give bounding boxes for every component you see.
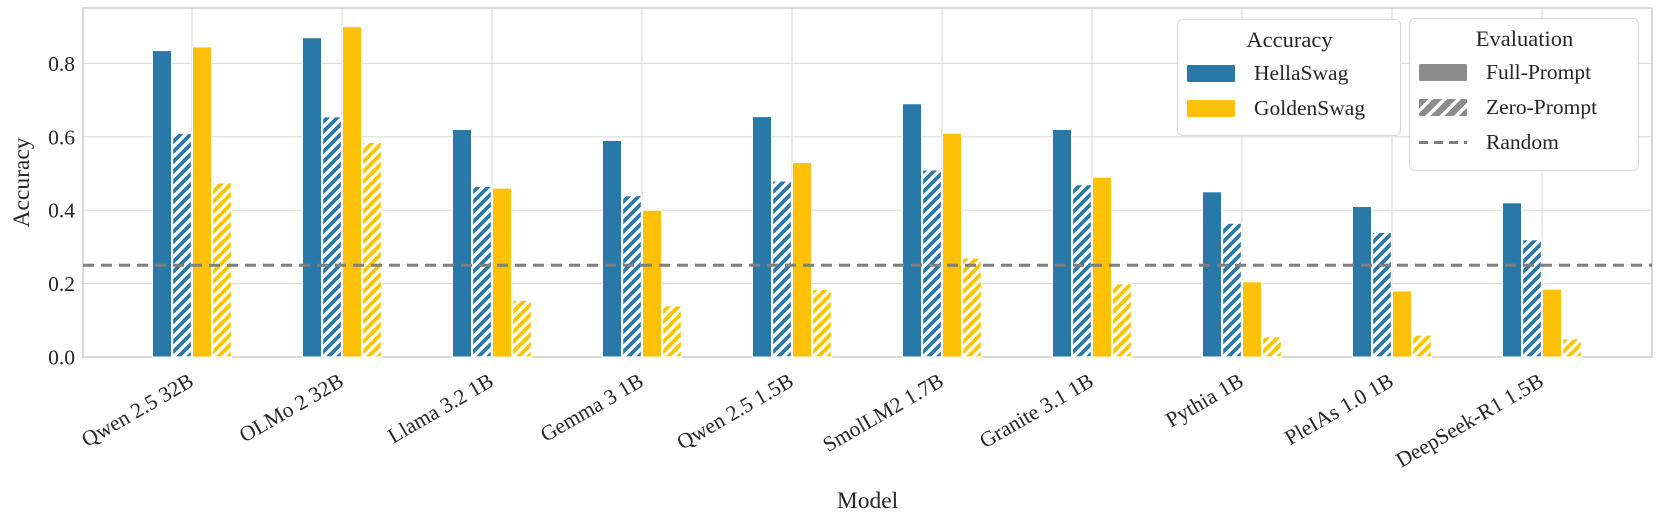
bar-hellaswag-full-prompt — [1352, 206, 1372, 358]
bar-hatch-overlay — [211, 181, 233, 358]
bar-goldenswag-full-prompt — [1392, 290, 1412, 358]
hellaswag-color-swatch — [1187, 65, 1235, 82]
bar-hellaswag-full-prompt — [1502, 202, 1522, 358]
legend-item-zero-prompt: Zero-Prompt — [1419, 90, 1630, 125]
zero-prompt-hatched-swatch — [1419, 99, 1467, 116]
bar-hellaswag-full-prompt — [452, 128, 472, 358]
legend-evaluation-title: Evaluation — [1475, 26, 1574, 51]
x-tick-label: SmolLM2 1.7B — [819, 369, 948, 457]
goldenswag-color-swatch — [1187, 100, 1235, 117]
bar-hellaswag-full-prompt — [602, 139, 622, 358]
bar-goldenswag-full-prompt — [1242, 281, 1262, 358]
bar-hellaswag-full-prompt — [752, 116, 772, 358]
bar-hellaswag-full-prompt — [1052, 128, 1072, 358]
x-tick-label: Pythia 1B — [1162, 369, 1248, 432]
bar-hatch-overlay — [1221, 222, 1243, 358]
x-tick-label: Gemma 3 1B — [536, 369, 647, 447]
bar-goldenswag-full-prompt — [942, 132, 962, 358]
plot-border — [82, 7, 1653, 358]
x-tick-label: Granite 3.1 1B — [975, 369, 1097, 453]
x-tick-label: PleIAs 1.0 1B — [1280, 369, 1397, 450]
bar-goldenswag-full-prompt — [342, 26, 362, 358]
bar-hatch-overlay — [511, 299, 533, 358]
x-tick-label: DeepSeek-R1 1.5B — [1392, 369, 1548, 473]
legend-accuracy-title: Accuracy — [1246, 27, 1333, 52]
legend-item-label: HellaSwag — [1254, 61, 1349, 85]
bar-hellaswag-full-prompt — [902, 103, 922, 358]
bar-hatch-overlay — [811, 288, 833, 358]
bar-hellaswag-full-prompt — [152, 50, 172, 358]
legend-item-hellaswag: HellaSwag — [1187, 56, 1392, 91]
bar-hatch-overlay — [921, 169, 943, 358]
bar-hatch-overlay — [961, 257, 983, 358]
legend-item-random: Random — [1419, 125, 1630, 160]
bar-hatch-overlay — [321, 115, 343, 358]
bar-hatch-overlay — [661, 304, 683, 358]
legend-item-label: Zero-Prompt — [1486, 95, 1598, 119]
legend-item-goldenswag: GoldenSwag — [1187, 91, 1392, 126]
legend-item-label: Full-Prompt — [1486, 60, 1592, 84]
random-dashed-line-swatch — [1419, 140, 1467, 145]
bar-goldenswag-full-prompt — [642, 209, 662, 358]
y-tick-label: 0.6 — [48, 125, 75, 149]
legend-item-label: Random — [1486, 130, 1559, 154]
bar-hatch-overlay — [471, 185, 493, 358]
bar-hatch-overlay — [1371, 231, 1393, 358]
legend-accuracy: Accuracy HellaSwag GoldenSwag — [1177, 19, 1401, 136]
x-tick-label: OLMo 2 32B — [235, 369, 347, 448]
full-prompt-swatch — [1419, 64, 1467, 81]
bar-goldenswag-full-prompt — [492, 187, 512, 358]
y-tick-label: 0.0 — [48, 346, 75, 370]
y-tick-label: 0.4 — [48, 199, 75, 223]
y-tick-label: 0.2 — [48, 272, 75, 296]
bar-hatch-overlay — [1561, 337, 1583, 358]
bar-hatch-overlay — [1111, 282, 1133, 358]
bar-hatch-overlay — [771, 180, 793, 358]
bar-hatch-overlay — [1521, 238, 1543, 358]
bar-goldenswag-full-prompt — [1542, 288, 1562, 358]
x-axis-label: Model — [837, 488, 899, 514]
y-tick-label: 0.8 — [48, 52, 75, 76]
x-tick-label: Llama 3.2 1B — [384, 369, 498, 449]
bar-goldenswag-full-prompt — [792, 161, 812, 358]
bar-hellaswag-full-prompt — [302, 37, 322, 358]
x-tick-label: Qwen 2.5 1.5B — [673, 369, 798, 455]
bar-hatch-overlay — [1411, 334, 1433, 358]
legend-evaluation: Evaluation Full-Prompt Zero-Prompt Rando… — [1409, 18, 1639, 171]
legend-item-label: GoldenSwag — [1254, 96, 1366, 120]
bar-goldenswag-full-prompt — [1092, 176, 1112, 358]
bar-hatch-overlay — [361, 141, 383, 358]
legend-item-full-prompt: Full-Prompt — [1419, 55, 1630, 90]
bar-hatch-overlay — [1261, 336, 1283, 358]
bar-goldenswag-full-prompt — [192, 46, 212, 358]
y-axis-label: Accuracy — [9, 137, 35, 227]
bar-hatch-overlay — [171, 132, 193, 358]
bar-hatch-overlay — [1071, 183, 1093, 358]
bar-hellaswag-full-prompt — [1202, 191, 1222, 358]
x-tick-label: Qwen 2.5 32B — [77, 369, 197, 452]
bar-hatch-overlay — [621, 194, 643, 358]
